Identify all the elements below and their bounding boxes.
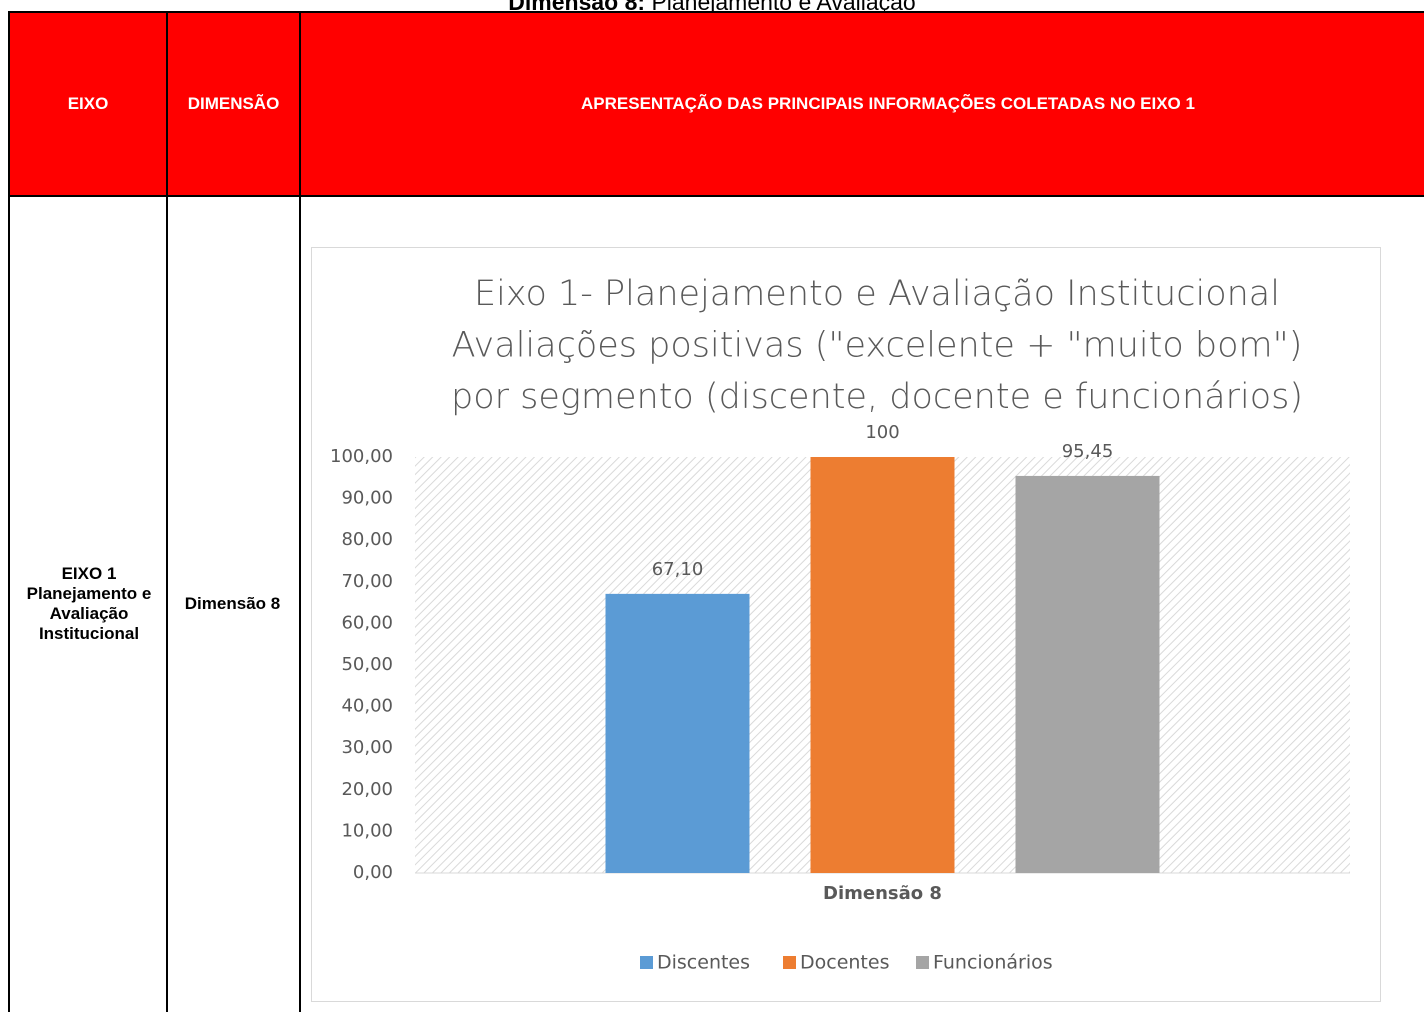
header-cell: DIMENSÃO [187,94,280,113]
body-cell: EIXO 1 Planejamento e Avaliação Instituc… [20,196,158,1012]
bar [810,457,955,873]
table-border [166,11,168,1012]
y-tick-label: 70,00 [341,571,393,592]
header-cell: EIXO [67,94,109,113]
body-cell: Dimensão 8 [184,594,281,613]
cell-line: Planejamento e Avaliação Institucional [26,584,152,643]
chart: Eixo 1- Planejamento e Avaliação Institu… [311,247,1381,1002]
bar [605,593,750,873]
data-label: 100 [865,422,899,443]
x-tick-label: Dimensão 8 [823,883,942,904]
chart-title: por segmento (discente, docente e funcio… [451,377,1303,417]
y-tick-label: 40,00 [341,696,393,717]
data-label: 95,45 [1062,441,1114,462]
table-border [9,11,1424,13]
bar [1015,475,1160,873]
legend-swatch [783,956,796,969]
table-border [8,11,10,1012]
cell-line: EIXO 1 [61,564,117,583]
legend-swatch [640,956,653,969]
legend-label: Discentes [657,952,750,974]
y-tick-label: 60,00 [341,612,393,633]
y-tick-label: 90,00 [341,488,393,509]
legend-label: Docentes [800,952,889,974]
header-row [9,12,1424,196]
legend-label: Funcionários [933,952,1053,974]
table-border [299,11,301,1012]
y-tick-label: 0,00 [353,862,393,883]
y-tick-label: 100,00 [330,446,393,467]
y-tick-label: 50,00 [341,654,393,675]
legend-swatch [916,956,929,969]
header-cell: APRESENTAÇÃO DAS PRINCIPAIS INFORMAÇÕES … [581,94,1195,113]
y-tick-label: 20,00 [341,779,393,800]
chart-title: Eixo 1- Planejamento e Avaliação Institu… [474,274,1280,314]
chart-title: Avaliações positivas ("excelente + "muit… [452,326,1303,366]
table-border [9,195,1424,197]
y-tick-label: 10,00 [341,820,393,841]
y-tick-label: 30,00 [341,737,393,758]
data-label: 67,10 [652,559,704,580]
y-tick-label: 80,00 [341,529,393,550]
